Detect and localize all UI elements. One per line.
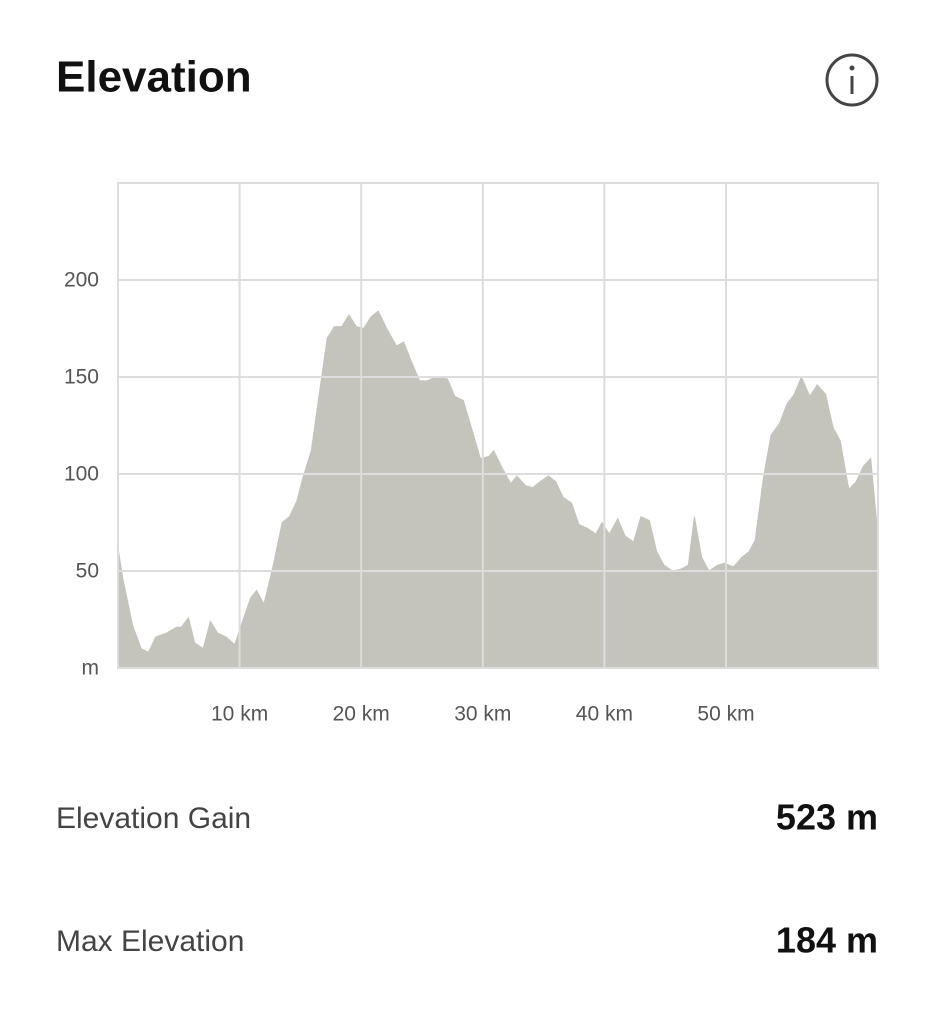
- y-tick-label: 50: [76, 560, 99, 583]
- y-tick-label: m: [82, 657, 100, 680]
- y-tick-label: 150: [64, 366, 99, 389]
- stat-value: 184 m: [776, 920, 878, 961]
- info-button[interactable]: [825, 53, 879, 107]
- y-tick-label: 200: [64, 269, 99, 292]
- stat-value: 523 m: [776, 797, 878, 838]
- x-tick-label: 20 km: [333, 703, 390, 726]
- info-dot: [849, 65, 855, 71]
- y-tick-label: 100: [64, 463, 99, 486]
- stat-label: Max Elevation: [56, 925, 244, 958]
- x-tick-label: 50 km: [697, 703, 754, 726]
- x-tick-label: 30 km: [454, 703, 511, 726]
- area-fill: [118, 311, 878, 668]
- stat-label: Elevation Gain: [56, 802, 251, 835]
- x-tick-label: 40 km: [576, 703, 633, 726]
- info-circle: [825, 53, 879, 107]
- title: Elevation: [56, 53, 252, 102]
- area-line: [117, 310, 879, 654]
- x-tick-label: 10 km: [211, 703, 268, 726]
